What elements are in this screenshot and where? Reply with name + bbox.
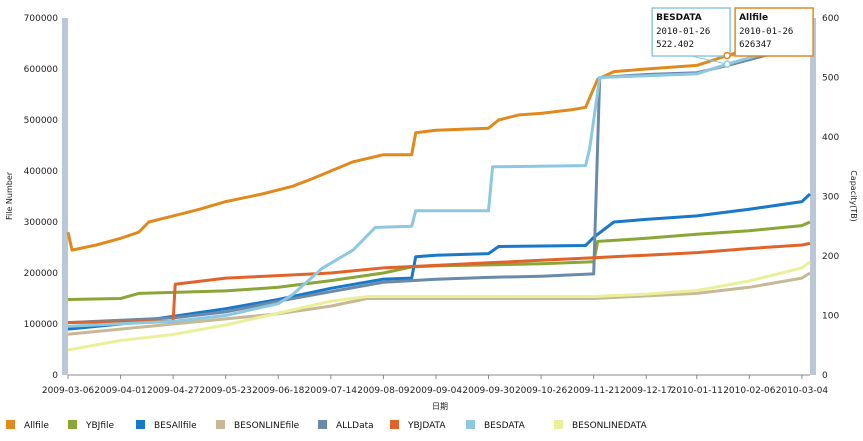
x-tick-label: 2009-07-14 xyxy=(305,386,358,396)
x-tick-label: 2010-02-06 xyxy=(723,386,776,396)
right-y-tick-label: 400 xyxy=(822,133,839,143)
x-tick-labels: 2009-03-06 2009-04-01 2009-04-27 2009-05-23… xyxy=(42,375,828,396)
legend: Allfile YBJfile BESAllfile BESONLINEfile ALL… xyxy=(6,420,648,431)
legend-swatch xyxy=(554,420,563,429)
legend-label: YBJfile xyxy=(85,421,114,431)
legend-label: BESDATA xyxy=(484,421,526,431)
x-tick-label: 2009-04-27 xyxy=(147,386,199,396)
tooltip-value: 626347 xyxy=(739,40,772,50)
legend-item-besdata[interactable]: BESDATA xyxy=(466,420,526,431)
legend-item-besonlinefile[interactable]: BESONLINEfile xyxy=(216,420,300,431)
legend-item-alldata[interactable]: ALLData xyxy=(318,420,374,431)
legend-label: ALLData xyxy=(336,421,374,431)
legend-item-besonlinedata[interactable]: BESONLINEDATA xyxy=(554,420,648,431)
left-y-tick-labels: 0 100000 200000 300000 400000 500000 600000 700… xyxy=(24,14,59,381)
legend-swatch xyxy=(68,420,77,429)
x-tick-label: 2009-09-30 xyxy=(462,386,515,396)
x-tick-label: 2009-12-17 xyxy=(620,386,672,396)
legend-label: Allfile xyxy=(24,421,49,431)
legend-swatch xyxy=(6,420,15,429)
series-line-alldata[interactable] xyxy=(67,40,811,325)
legend-label: YBJDATA xyxy=(407,421,446,431)
legend-item-besallfile[interactable]: BESAllfile xyxy=(136,420,197,431)
left-y-axis-title: File Number xyxy=(5,171,14,220)
legend-item-ybjdata[interactable]: YBJDATA xyxy=(390,420,446,431)
tooltips: BESDATA 2010-01-26 522.402 Allfile 2010-01-2… xyxy=(651,7,814,68)
legend-item-ybjfile[interactable]: YBJfile xyxy=(68,420,114,431)
legend-swatch xyxy=(216,420,225,429)
left-y-tick-label: 600000 xyxy=(24,65,59,75)
right-axis-bar xyxy=(810,18,816,375)
legend-swatch xyxy=(318,420,327,429)
tooltip-besdata: BESDATA 2010-01-26 522.402 xyxy=(651,7,731,68)
right-y-tick-label: 500 xyxy=(822,74,839,84)
left-y-tick-label: 400000 xyxy=(24,167,59,177)
tooltip-date: 2010-01-26 xyxy=(739,27,793,37)
left-y-tick-label: 300000 xyxy=(24,218,59,228)
right-y-tick-label: 100 xyxy=(822,312,839,322)
tooltip-value: 522.402 xyxy=(656,40,694,50)
right-y-tick-label: 200 xyxy=(822,252,839,262)
legend-swatch xyxy=(466,420,475,429)
legend-label: BESAllfile xyxy=(154,421,197,431)
series-line-ybjfile[interactable] xyxy=(67,220,811,301)
legend-swatch xyxy=(136,420,145,429)
x-tick-label: 2009-10-26 xyxy=(515,386,568,396)
left-y-tick-label: 500000 xyxy=(24,116,59,126)
right-y-tick-label: 0 xyxy=(822,371,828,381)
series-line-ybjdata[interactable] xyxy=(67,241,811,324)
x-tick-label: 2009-11-21 xyxy=(568,386,620,396)
series-lines xyxy=(66,26,812,352)
series-line-allfile[interactable] xyxy=(66,26,811,252)
x-tick-label: 2009-05-23 xyxy=(200,386,252,396)
x-tick-label: 2010-01-11 xyxy=(671,386,723,396)
x-tick-label: 2009-09-04 xyxy=(410,386,463,396)
tooltip-date: 2010-01-26 xyxy=(656,27,710,37)
x-tick-label: 2009-06-18 xyxy=(252,386,305,396)
left-y-tick-label: 100000 xyxy=(24,320,59,330)
x-tick-label: 2009-04-01 xyxy=(94,386,146,396)
tooltip-title: Allfile xyxy=(739,13,768,23)
series-line-besonlinefile[interactable] xyxy=(67,271,811,336)
tooltip-allfile: Allfile 2010-01-26 626347 xyxy=(723,7,814,60)
x-axis-title: 日期 xyxy=(432,402,448,411)
left-axis-bar xyxy=(62,18,68,375)
series-line-besallfile[interactable] xyxy=(67,192,812,331)
legend-item-allfile[interactable]: Allfile xyxy=(6,420,49,431)
tooltip-title: BESDATA xyxy=(656,13,702,23)
series-line-besonlinedata[interactable] xyxy=(67,260,811,352)
left-y-tick-label: 700000 xyxy=(24,14,59,24)
right-y-tick-label: 300 xyxy=(822,193,839,203)
right-y-tick-label: 600 xyxy=(822,14,839,24)
series-line-besdata[interactable] xyxy=(67,33,811,328)
x-tick-label: 2009-03-06 xyxy=(42,386,95,396)
right-y-tick-labels: 0 100 200 300 400 500 600 xyxy=(822,14,839,381)
tooltip-marker xyxy=(723,51,731,60)
x-tick-label: 2010-03-04 xyxy=(776,386,829,396)
left-y-tick-label: 0 xyxy=(52,371,58,381)
tooltip-marker xyxy=(723,60,731,68)
legend-swatch xyxy=(390,420,399,429)
left-y-tick-label: 200000 xyxy=(24,269,59,279)
legend-label: BESONLINEDATA xyxy=(572,421,648,431)
legend-label: BESONLINEfile xyxy=(234,421,300,431)
right-y-axis-title: Capacity(TB) xyxy=(849,170,858,222)
x-tick-label: 2009-08-09 xyxy=(357,386,410,396)
